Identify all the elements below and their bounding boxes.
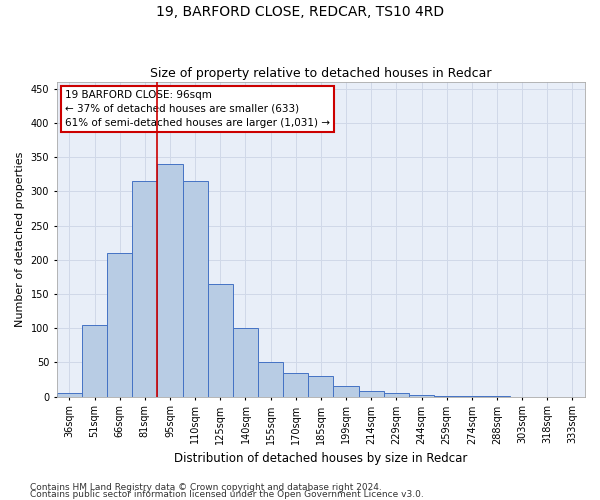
Title: Size of property relative to detached houses in Redcar: Size of property relative to detached ho… (150, 66, 491, 80)
Bar (359, 391, 384, 396)
Bar (57, 393, 82, 396)
Y-axis label: Number of detached properties: Number of detached properties (15, 152, 25, 327)
Text: 19 BARFORD CLOSE: 96sqm
← 37% of detached houses are smaller (633)
61% of semi-d: 19 BARFORD CLOSE: 96sqm ← 37% of detache… (65, 90, 330, 128)
Bar (258, 362, 283, 396)
Bar (107, 253, 132, 396)
Text: Contains HM Land Registry data © Crown copyright and database right 2024.: Contains HM Land Registry data © Crown c… (30, 484, 382, 492)
Bar (157, 164, 182, 396)
Text: Contains public sector information licensed under the Open Government Licence v3: Contains public sector information licen… (30, 490, 424, 499)
Bar (132, 181, 157, 396)
Bar (182, 181, 208, 396)
Bar (233, 328, 258, 396)
Bar (308, 376, 334, 396)
Text: 19, BARFORD CLOSE, REDCAR, TS10 4RD: 19, BARFORD CLOSE, REDCAR, TS10 4RD (156, 5, 444, 19)
Bar (283, 372, 308, 396)
Bar (82, 325, 107, 396)
Bar (384, 393, 409, 396)
X-axis label: Distribution of detached houses by size in Redcar: Distribution of detached houses by size … (174, 452, 467, 465)
Bar (208, 284, 233, 397)
Bar (334, 386, 359, 396)
